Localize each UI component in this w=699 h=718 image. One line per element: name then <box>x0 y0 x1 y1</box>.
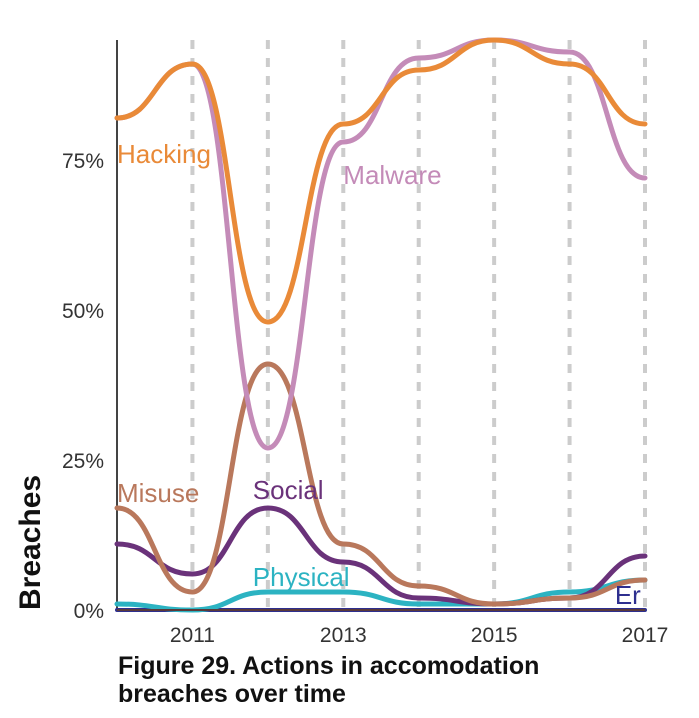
series-line-malware <box>114 37 648 451</box>
gridlines <box>190 40 647 610</box>
series-label-er: Er <box>615 580 641 610</box>
y-tick-labels: 0% 25% 50% 75% <box>62 150 104 623</box>
y-tick-label: 50% <box>62 300 104 323</box>
series-label-social: Social <box>253 475 324 505</box>
y-tick-label: 25% <box>62 450 104 473</box>
series-line-hacking <box>114 37 648 325</box>
series-label-physical: Physical <box>253 562 350 592</box>
series-line-misuse <box>114 361 648 607</box>
series-label-hacking: Hacking <box>117 139 211 169</box>
series-labels: Malware Hacking Misuse Social Physical Er <box>117 139 641 610</box>
y-tick-label: 75% <box>62 150 104 173</box>
y-axis-title: Breaches <box>14 475 47 610</box>
y-tick-label: 0% <box>74 600 104 623</box>
x-tick-label: 2011 <box>170 624 215 647</box>
series-lines <box>114 37 648 613</box>
x-tick-labels: 2011 2013 2015 2017 <box>170 624 669 647</box>
x-tick-label: 2013 <box>320 624 367 647</box>
figure-caption: Figure 29. Actions in accomodation breac… <box>118 652 678 708</box>
series-label-misuse: Misuse <box>117 478 199 508</box>
x-tick-label: 2015 <box>471 624 518 647</box>
caption-line-1: Figure 29. Actions in accomodation <box>118 652 540 680</box>
caption-line-2: breaches over time <box>118 680 346 708</box>
series-line-physical <box>114 577 648 613</box>
x-tick-label: 2017 <box>622 624 669 647</box>
series-label-malware: Malware <box>343 160 441 190</box>
